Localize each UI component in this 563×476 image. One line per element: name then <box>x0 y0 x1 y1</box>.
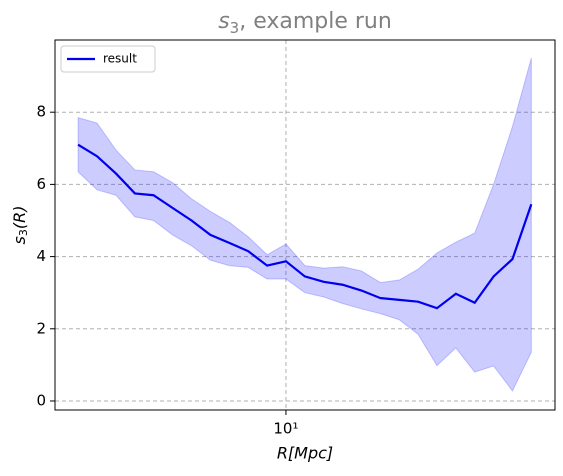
title-subscript: 3 <box>230 19 240 37</box>
x-tick-label: 10¹ <box>273 420 298 438</box>
y-tick-label: 8 <box>36 103 46 121</box>
plot-frame <box>54 39 556 411</box>
y-label-text: (R) <box>10 206 29 230</box>
legend-label: result <box>103 52 137 66</box>
y-label-subscript: 3 <box>17 229 30 236</box>
title-symbol: s <box>218 9 229 34</box>
confidence-band <box>77 57 532 392</box>
y-axis-label: s3(R) <box>10 206 31 245</box>
legend-box <box>60 45 156 73</box>
y-tick-label: 6 <box>36 175 46 193</box>
x-axis-label: R[Mpc] <box>277 444 333 463</box>
y-label-symbol: s <box>10 236 29 244</box>
y-tick-label: 4 <box>36 247 46 265</box>
y-tick-label: 2 <box>36 319 46 337</box>
line <box>77 143 533 310</box>
chart-title: s3, example run <box>218 9 392 37</box>
title-text: , example run <box>239 9 392 34</box>
y-tick-label: 0 <box>36 391 46 409</box>
